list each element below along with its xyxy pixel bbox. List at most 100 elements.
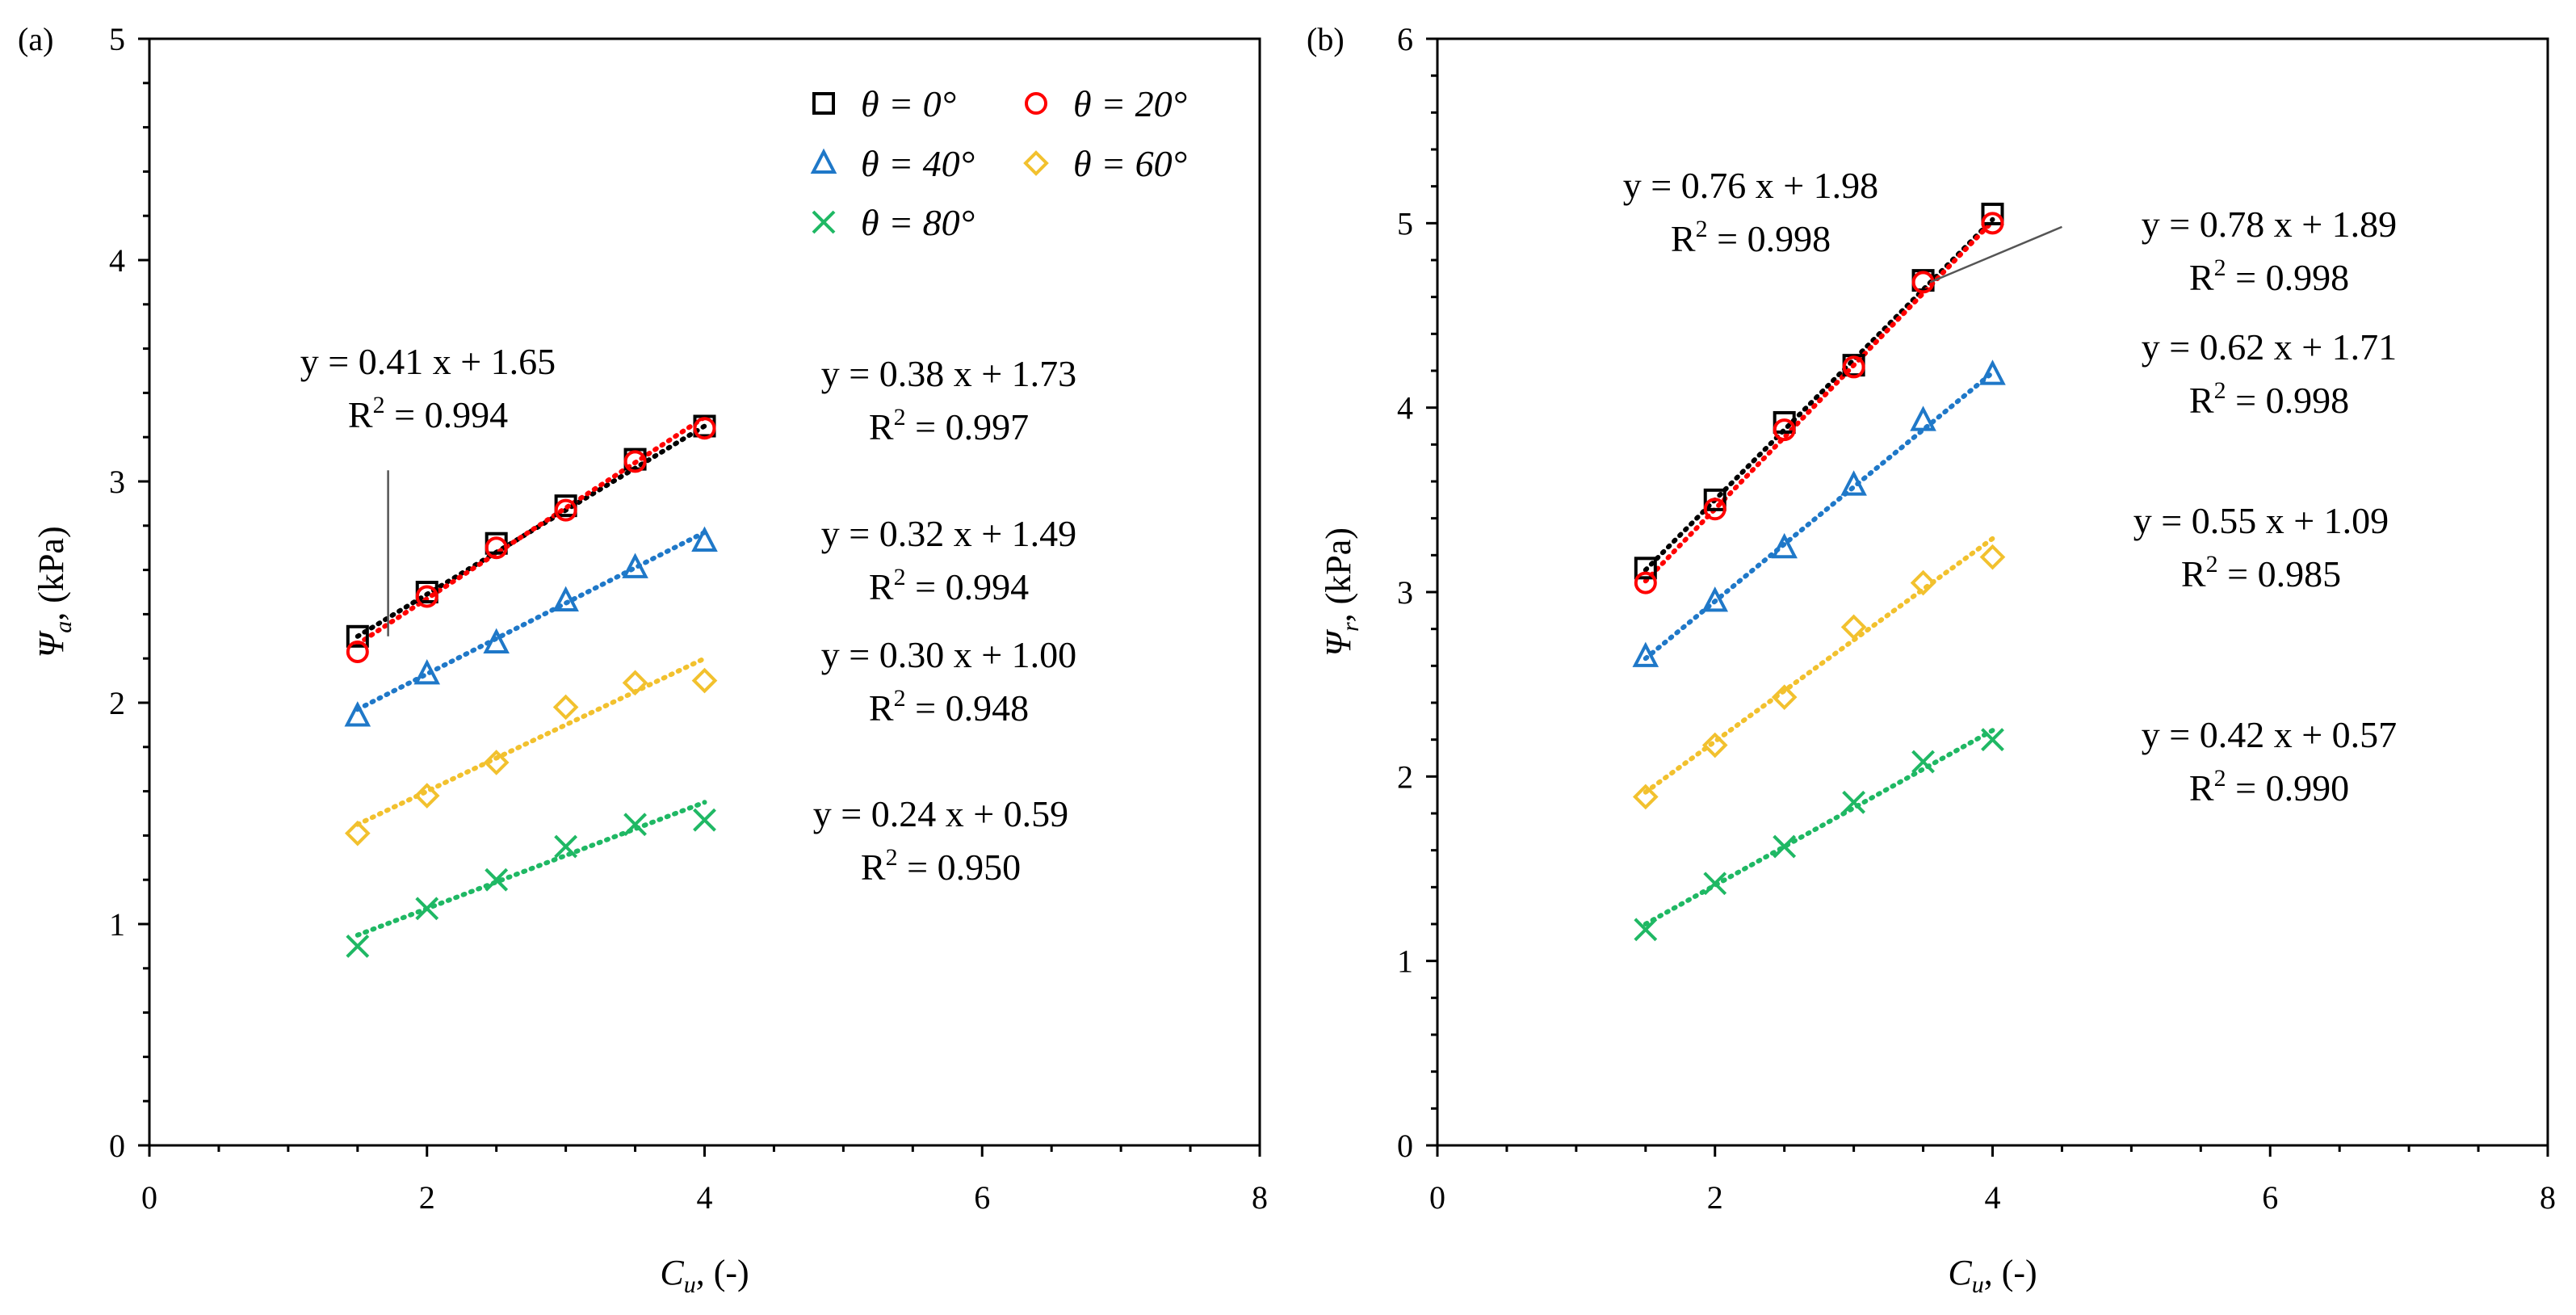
trendline-series-3 (1643, 536, 1995, 795)
r2-symbol: R (2181, 553, 2206, 594)
data-point-series-2 (622, 552, 648, 578)
data-point-series-3 (1910, 569, 1936, 596)
x-tick-label: 6 (2262, 1179, 2278, 1216)
data-point-series-2 (483, 628, 510, 654)
fit-annotation-2: y = 0.32 x + 1.49 R2 = 0.994 (821, 513, 1076, 607)
trendline-series-0 (1643, 216, 1995, 573)
series-2-markers (344, 526, 718, 727)
data-point-series-1 (1842, 355, 1865, 379)
fit-equation: y = 0.41 x + 1.65 (300, 341, 556, 382)
r2-equals: = (906, 406, 946, 447)
y-axis-title: Ψa, (kPa) (31, 526, 77, 658)
y-axis-symbol: Ψ (1319, 628, 1358, 657)
r2-symbol: R (2189, 380, 2214, 421)
y-tick-label: 2 (1397, 758, 1413, 795)
r2-equals: = (385, 394, 425, 435)
data-point-series-0 (1703, 488, 1726, 511)
y-tick-label: 5 (109, 21, 125, 57)
y-axis-symbol: Ψ (31, 630, 71, 658)
panel-a: 0 2 4 6 8 0 1 2 3 4 5 (a) Cu, (-) Ψa, (kPa) y = 0.41 x… (18, 21, 1268, 1298)
trendline-series-4 (1643, 728, 1995, 926)
y-axis-title: Ψr, (kPa) (1319, 527, 1364, 657)
x-axis-subscript: u (1972, 1271, 1984, 1298)
r2-symbol: R (2189, 257, 2214, 298)
fit-equation: y = 0.30 x + 1.00 (821, 634, 1076, 675)
r2-superscript: 2 (1696, 216, 1708, 242)
series-1-markers (346, 417, 716, 663)
data-point-series-4 (1634, 918, 1658, 942)
r2-equals: = (906, 687, 946, 729)
annotation-leader-line (1929, 225, 2062, 284)
r2-equals: = (1708, 218, 1747, 259)
series-3-markers (344, 667, 718, 847)
fit-equation: y = 0.62 x + 1.71 (2142, 326, 2397, 368)
y-tick-label: 1 (1397, 943, 1413, 980)
r2-superscript: 2 (894, 685, 906, 712)
data-point-series-1 (554, 498, 577, 522)
data-point-series-3 (1840, 614, 1867, 641)
x-tick-label: 8 (2540, 1179, 2556, 1216)
x-tick-label: 0 (141, 1179, 157, 1216)
data-point-series-4 (1703, 872, 1727, 896)
x-axis-title: Cu, (-) (660, 1253, 749, 1298)
trendline-series-0 (355, 423, 707, 639)
y-tick-label: 2 (109, 685, 125, 721)
r2-symbol: R (869, 406, 894, 447)
fit-r-squared: R2 = 0.998 (2189, 377, 2349, 421)
r2-superscript: 2 (2214, 765, 2226, 792)
data-point-series-1 (415, 585, 438, 608)
data-point-series-4 (1842, 790, 1866, 814)
data-point-series-2 (691, 526, 718, 552)
data-point-series-1 (1634, 571, 1657, 594)
data-point-series-3 (552, 694, 579, 721)
r2-equals: = (2226, 767, 2266, 809)
x-tick-label: 6 (974, 1179, 990, 1216)
legend-label-4: θ = 80° (861, 202, 975, 243)
data-point-series-3 (1771, 684, 1798, 710)
data-point-series-0 (346, 624, 369, 648)
legend-label-1: θ = 20° (1073, 83, 1187, 124)
y-tick-label: 3 (1397, 574, 1413, 611)
y-tick-label: 0 (109, 1128, 125, 1164)
panel-label: (b) (1307, 21, 1345, 57)
data-point-series-1 (623, 450, 647, 473)
series-3-markers (1632, 544, 2006, 810)
r2-equals: = (2226, 380, 2266, 421)
r2-value: 0.994 (946, 566, 1030, 607)
series-4-markers (346, 808, 716, 958)
fit-annotation-4: y = 0.42 x + 0.57 R2 = 0.990 (2142, 714, 2397, 809)
y-tick-label: 3 (109, 464, 125, 500)
x-axis-subscript: u (684, 1271, 696, 1298)
fit-r-squared: R2 = 0.998 (1671, 216, 1831, 259)
data-point-series-3 (483, 750, 510, 775)
data-point-series-1 (485, 536, 508, 560)
fit-annotation-1: y = 0.78 x + 1.89 R2 = 0.998 (1929, 204, 2397, 298)
r2-superscript: 2 (2214, 254, 2226, 281)
r2-equals: = (906, 566, 946, 607)
legend: θ = 0° θ = 20° θ = 40° θ = 60° θ = 80° (810, 83, 1187, 243)
panel-b: 0 2 4 6 8 0 1 2 3 4 5 6 (b) Cu, (-) Ψr, (kPa) y = 0.76 … (1307, 21, 2556, 1298)
data-point-series-1 (346, 640, 369, 663)
x-tick-label: 2 (419, 1179, 435, 1216)
data-point-series-2 (1979, 359, 2006, 385)
fit-equation: y = 0.78 x + 1.89 (2142, 204, 2397, 245)
legend-label-3: θ = 60° (1073, 143, 1187, 184)
r2-value: 0.998 (2266, 257, 2350, 298)
trendline-series-4 (355, 800, 707, 938)
r2-symbol: R (861, 847, 886, 888)
fit-annotation-2: y = 0.62 x + 1.71 R2 = 0.998 (2142, 326, 2397, 421)
r2-value: 0.994 (425, 394, 509, 435)
fit-r-squared: R2 = 0.950 (861, 844, 1021, 888)
fit-annotation-3: y = 0.30 x + 1.00 R2 = 0.948 (821, 634, 1076, 729)
series-2-markers (1632, 359, 2006, 667)
fit-annotation-0: y = 0.76 x + 1.98 R2 = 0.998 (1623, 165, 1878, 259)
data-point-series-3 (1632, 784, 1659, 810)
r2-value: 0.990 (2266, 767, 2350, 809)
r2-value: 0.997 (946, 406, 1030, 447)
fit-annotation-3: y = 0.55 x + 1.09 R2 = 0.985 (2133, 500, 2389, 594)
x-tick-label: 4 (697, 1179, 713, 1216)
y-tick-label: 5 (1397, 205, 1413, 242)
fit-r-squared: R2 = 0.994 (869, 564, 1029, 607)
trendline-series-2 (355, 530, 707, 712)
fit-annotation-0: y = 0.41 x + 1.65 R2 = 0.994 (300, 341, 556, 636)
